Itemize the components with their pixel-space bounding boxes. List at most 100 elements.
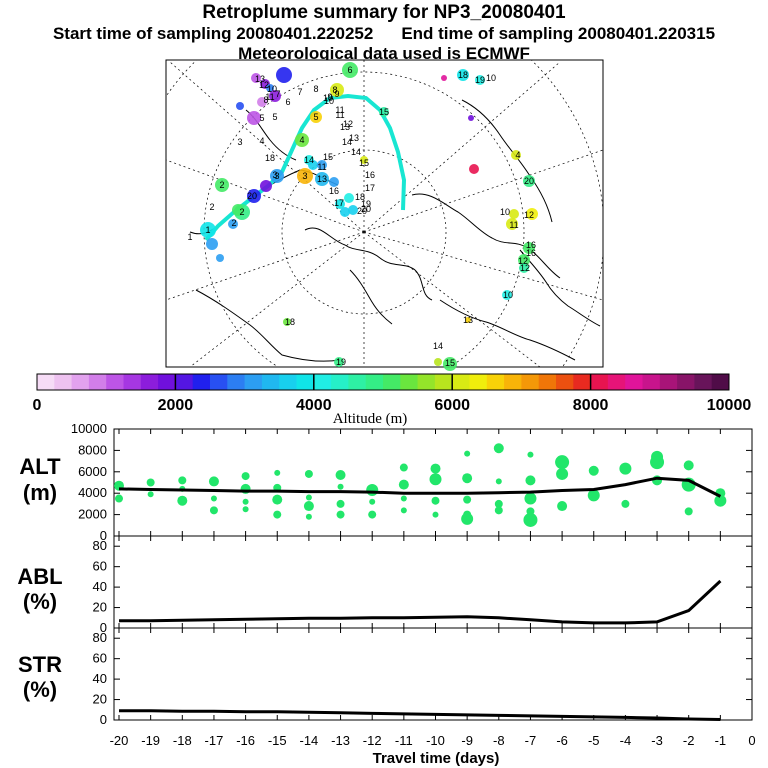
plume-cluster-dot [340,207,350,217]
map-cluster-label: 19 [336,357,346,367]
map-day-label: 7 [297,87,302,97]
map-cluster-label: 1 [205,225,210,235]
colorbar-swatch [175,374,194,390]
alt-scatter-point [683,460,694,471]
abl-line [119,579,722,625]
map-cluster-label: 13 [255,74,265,84]
colorbar-tick-label: 4000 [296,397,332,414]
colorbar-swatch [711,374,730,390]
map-cluster-label: 15 [323,152,333,162]
alt-scatter-point [588,465,599,476]
colorbar-swatch [158,374,176,390]
colorbar-swatch [607,374,626,390]
colorbar-swatch [37,374,55,390]
alt-scatter-point [494,506,503,515]
map-graticule [166,60,603,367]
plume-cluster-dot [247,111,261,125]
plume-cluster-dot [342,62,358,78]
met-data-label: Meteorological data used is ECMWF [238,44,530,63]
map-cluster-label: 10 [503,290,513,300]
abl-x-ticks [118,536,753,628]
y-tick-label: 60 [93,559,107,574]
x-tick-label: 0 [748,733,755,748]
plume-cluster-dot [511,150,521,160]
start-time-label: Start time of sampling 20080401.220252 [52,24,374,43]
map-day-label: 16 [365,170,375,180]
plume-cluster-dot [269,90,281,102]
colorbar-swatch [486,374,505,390]
alt-scatter-point [555,455,570,470]
alt-scatter [114,443,727,527]
alt-scatter-point [587,489,600,502]
plume-cluster-dot [329,177,339,187]
x-tick-label: -14 [300,733,319,748]
alt-x-ticks [118,429,753,536]
alt-scatter-point [242,498,249,505]
plume-cluster-dot [295,133,309,147]
map-cluster-label: 11 [265,92,274,102]
map-cluster-label: 7 [275,89,280,99]
map-cluster-label: 14 [304,155,314,165]
plume-cluster-dot [441,75,447,81]
plume-cluster-dot [310,111,322,123]
end-time-label: End time of sampling 20080401.220315 [401,24,716,43]
map-day-label: 18 [355,192,365,202]
map-day-label: 20 [361,204,371,214]
plume-cluster-dot [506,218,518,230]
plume-cluster-dot [276,67,292,83]
plume-cluster-dot [518,254,530,266]
map-cluster-label: 15 [379,107,389,117]
alt-y-ticks: 0 2000 4000 6000 8000 10000 [71,421,752,543]
plume-cluster-dot [475,75,485,85]
map-day-label: 12 [343,119,353,129]
alt-scatter-point [305,494,312,501]
map-cluster-label: 18 [285,317,295,327]
colorbar-swatch [434,374,453,390]
plume-cluster-dot [266,84,274,92]
y-tick-label: 10000 [71,421,107,436]
plume-cluster-dot [206,238,218,250]
str-line [119,709,721,721]
abl-label-bottom: (%) [23,589,57,614]
plume-cluster-dot [315,172,329,186]
colorbar-swatch [331,374,349,390]
map-plume-clusters [200,62,538,371]
y-tick-label: 40 [93,671,107,686]
map-cluster-label: 8 [332,85,337,95]
map-cluster-label: 14 [433,341,443,351]
alt-scatter-point [494,499,503,508]
alt-scatter-point [429,473,442,486]
map-cluster-label: 17 [334,198,344,208]
map-cluster-label: 9 [334,89,339,99]
colorbar-frame [36,373,730,391]
plume-cluster-dot [360,156,368,164]
map-cluster-label: 5 [313,112,318,122]
x-tick-label: -15 [268,733,287,748]
x-tick-label: -10 [426,733,445,748]
plume-cluster-dot [308,160,318,170]
str-x-ticks [118,628,753,720]
plume-cluster-dot [236,102,244,110]
alt-scatter-point [621,499,630,508]
colorbar-swatch [538,374,557,390]
colorbar-swatch [642,374,661,390]
alt-scatter-point [714,494,727,507]
mean-track-line [204,93,407,242]
alt-scatter-point [493,443,504,454]
colorbar-swatch [227,374,246,390]
map-cluster-label: 11 [509,220,518,230]
map-cluster-label: 16 [526,240,536,250]
abl-panel: 0 20 40 60 80 ABL (%) [17,535,753,635]
y-tick-label: 40 [93,579,107,594]
plume-cluster-dot [434,358,442,366]
alt-scatter-point [147,491,154,498]
colorbar-swatch [348,374,367,390]
alt-scatter-point [209,506,218,515]
map-cluster-label: 16 [329,186,339,196]
map-cluster-label: 8 [263,95,268,105]
colorbar-swatch [469,374,488,390]
plume-cluster-dot [348,205,358,215]
y-tick-label: 0 [100,528,107,543]
colorbar-swatch [573,374,592,390]
